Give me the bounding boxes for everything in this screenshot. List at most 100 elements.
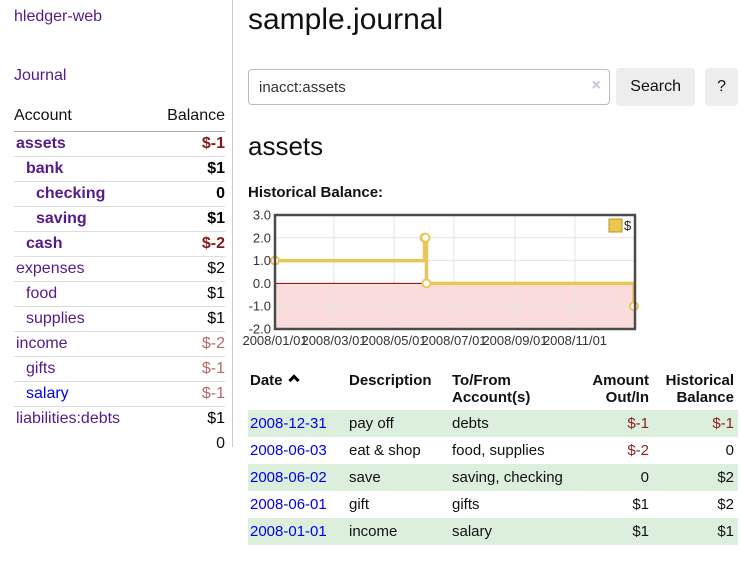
date-column-header[interactable]: Date: [248, 370, 347, 410]
account-balance: $-1: [150, 356, 225, 382]
main-content: sample.journal × Search ? assets Histori…: [242, 0, 738, 545]
app-title-link[interactable]: hledger-web: [14, 8, 103, 25]
sidebar-account-link[interactable]: cash: [26, 235, 63, 252]
register-amount-cell: $1: [578, 518, 653, 545]
register-balance-cell: $2: [717, 496, 734, 513]
historical-balance-chart: $3.0 2.0 1.0 0.0 -1.0 -2.02008/01/012008/03/0…: [242, 208, 640, 348]
account-balance: $1: [150, 406, 225, 431]
sidebar: hledger-web Journal Account Balance asse…: [0, 0, 233, 452]
accounts-total-value: 0: [216, 435, 225, 452]
register-date-cell: 2008-06-01: [248, 491, 347, 518]
register-row: 2008-01-01 income salary $1 $1: [248, 518, 738, 545]
register-row: 2008-12-31 pay off debts $-1 $-1: [248, 410, 738, 437]
transaction-date-link[interactable]: 2008-01-01: [250, 523, 327, 540]
register-amount-cell: $1: [632, 496, 649, 513]
account-balance: $-1: [201, 135, 225, 152]
sidebar-account-link[interactable]: checking: [36, 185, 106, 202]
register-amount-cell: $-2: [627, 442, 649, 459]
x-axis-tick-label: 2008/11/01: [543, 333, 607, 348]
balance-column-header: Historical Balance: [665, 372, 734, 406]
register-date-cell: 2008-12-31: [248, 410, 347, 437]
register-description-cell: income: [347, 518, 450, 545]
x-axis-tick-label: 2008/05/01: [361, 333, 426, 348]
chart-legend-swatch: [608, 218, 623, 233]
accounts-column-header: Account: [14, 104, 151, 132]
sidebar-account-link[interactable]: bank: [26, 160, 64, 177]
y-axis-tick-label: -2.0: [249, 322, 271, 337]
x-axis-tick-label: 2008/01/01: [242, 333, 307, 348]
x-axis-tick-label: 2008/03/01: [301, 333, 366, 348]
accounts-table: Account Balance assets $-1 bank $1 checking 0…: [14, 104, 225, 457]
transaction-date-link[interactable]: 2008-06-02: [250, 469, 327, 486]
account-row: bank $1: [14, 156, 225, 182]
chart-border: [273, 213, 637, 331]
sidebar-account-link[interactable]: expenses: [16, 260, 85, 277]
account-row: income $-2: [14, 331, 225, 357]
sidebar-account-link[interactable]: income: [16, 335, 68, 352]
account-row: expenses $2: [14, 256, 225, 282]
transaction-date-link[interactable]: 2008-06-01: [250, 496, 327, 513]
account-balance: $1: [150, 206, 225, 232]
account-row: cash $-2: [14, 231, 225, 257]
register-account-cell: gifts: [452, 496, 480, 513]
register-description-cell: eat & shop: [349, 442, 421, 459]
register-description-cell: gift: [349, 496, 370, 513]
register-balance-cell: 0: [725, 442, 734, 459]
sidebar-account-link[interactable]: assets: [16, 135, 66, 152]
sort-ascending-icon: [287, 374, 300, 386]
page-title: sample.journal: [248, 3, 444, 36]
search-form: × Search ?: [248, 68, 738, 106]
account-row: assets $-1: [14, 132, 225, 157]
y-axis-tick-label: 1.0: [253, 253, 271, 268]
y-axis-tick-label: 2.0: [253, 230, 271, 245]
register-description-cell: pay off: [347, 410, 450, 437]
account-balance: $1: [150, 306, 225, 332]
account-balance: $-2: [150, 331, 225, 357]
account-heading: assets: [248, 131, 324, 161]
register-amount-cell: 0: [578, 464, 653, 491]
sidebar-account-link[interactable]: gifts: [26, 360, 56, 377]
account-balance: $2: [150, 256, 225, 282]
sidebar-account-link[interactable]: supplies: [26, 310, 85, 327]
transaction-date-link[interactable]: 2008-12-31: [250, 415, 327, 432]
search-button[interactable]: Search: [616, 68, 696, 106]
register-balance-cell: $-1: [653, 410, 738, 437]
account-balance: $-1: [150, 381, 225, 407]
y-axis-tick-label: 0.0: [253, 276, 271, 291]
sidebar-account-link[interactable]: saving: [36, 210, 87, 227]
accounts-total-row: 0: [14, 431, 225, 457]
account-row: liabilities:debts $1: [14, 406, 225, 431]
account-balance: 0: [150, 181, 225, 207]
account-row: food $1: [14, 281, 225, 307]
chart-title: Historical Balance:: [248, 184, 384, 201]
transaction-date-link[interactable]: 2008-06-03: [250, 442, 327, 459]
sidebar-account-link[interactable]: food: [26, 285, 58, 302]
search-input[interactable]: [248, 69, 610, 105]
amount-column-header: Amount Out/In: [592, 372, 649, 406]
sidebar-account-link[interactable]: salary: [26, 385, 69, 402]
help-button[interactable]: ?: [705, 68, 738, 106]
chart-legend-label: $: [624, 218, 632, 233]
x-axis-tick-label: 2008/09/01: [482, 333, 547, 348]
register-row: 2008-06-02 save saving, checking 0 $2: [248, 464, 738, 491]
sidebar-account-link[interactable]: liabilities:debts: [16, 410, 121, 427]
register-account-cell: food, supplies: [452, 442, 545, 459]
register-balance-cell: $2: [653, 464, 738, 491]
register-balance-cell: $1: [653, 518, 738, 545]
register-account-cell: debts: [450, 410, 578, 437]
chart-data-point: [421, 278, 432, 289]
register-header-row: Date Description To/From Account(s) Amou…: [248, 370, 738, 410]
sidebar-item-journal[interactable]: Journal: [14, 67, 67, 84]
register-date-cell: 2008-06-02: [248, 464, 347, 491]
register-account-cell: saving, checking: [450, 464, 578, 491]
balance-chart: $3.0 2.0 1.0 0.0 -1.0 -2.0 2008/01/01 2008/03/0…: [242, 208, 738, 352]
account-row: checking 0: [14, 181, 225, 207]
account-balance: $1: [150, 156, 225, 182]
account-row: supplies $1: [14, 306, 225, 332]
description-column-header: Description: [349, 372, 432, 389]
clear-search-icon[interactable]: ×: [591, 77, 601, 94]
account-column-header: To/From Account(s): [452, 372, 531, 406]
register-account-cell: salary: [450, 518, 578, 545]
x-axis-tick-label: 2008/07/01: [421, 333, 486, 348]
